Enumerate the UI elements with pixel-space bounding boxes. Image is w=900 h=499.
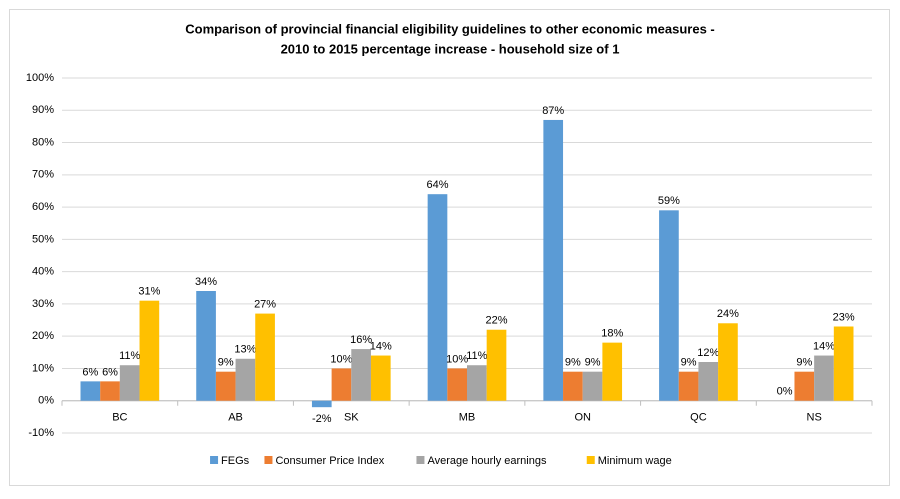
data-label: 24%	[717, 308, 739, 320]
legend-swatch	[210, 456, 219, 464]
bar	[80, 381, 101, 401]
legend-label: Average hourly earnings	[427, 455, 547, 467]
x-tick-label: MB	[459, 412, 476, 424]
x-tick-label: ON	[574, 412, 591, 424]
bar	[447, 368, 467, 401]
data-label: 87%	[542, 105, 564, 117]
legend-label: Consumer Price Index	[275, 455, 384, 467]
data-label: 64%	[426, 179, 448, 191]
data-label: 11%	[119, 350, 140, 362]
x-tick-label: SK	[344, 412, 359, 424]
bar	[833, 326, 854, 401]
data-label: 9%	[565, 357, 581, 369]
bar	[582, 371, 603, 401]
data-label: 23%	[833, 311, 855, 323]
chart-title: Comparison of provincial financial eligi…	[185, 21, 715, 36]
data-label: 11%	[466, 350, 487, 362]
legend-swatch	[416, 456, 425, 464]
y-tick-label: 100%	[26, 72, 54, 84]
legend-label: Minimum wage	[598, 455, 672, 467]
bar	[602, 342, 623, 401]
bar	[543, 119, 564, 401]
bar	[698, 362, 719, 401]
bar	[718, 323, 738, 401]
y-tick-label: 10%	[32, 362, 54, 374]
legend-swatch	[264, 456, 273, 464]
data-label: 9%	[585, 357, 601, 369]
y-tick-label: 50%	[32, 233, 54, 245]
y-tick-label: 70%	[32, 169, 54, 181]
y-tick-label: 20%	[32, 330, 54, 342]
bar	[794, 371, 815, 401]
data-label: 10%	[330, 353, 352, 365]
data-label: 9%	[796, 357, 812, 369]
x-tick-label: BC	[112, 412, 127, 424]
bar	[467, 365, 487, 401]
data-label: 34%	[195, 276, 217, 288]
y-tick-label: 0%	[38, 395, 54, 407]
bar	[427, 194, 448, 401]
data-label: 14%	[813, 340, 835, 352]
x-tick-label: QC	[690, 412, 707, 424]
x-tick-label: AB	[228, 412, 243, 424]
data-label: 0%	[777, 386, 793, 398]
bar	[370, 355, 391, 401]
data-label: 6%	[82, 366, 98, 378]
bar	[100, 381, 120, 401]
data-label: 22%	[485, 315, 507, 327]
bar	[486, 329, 507, 401]
bar	[814, 355, 834, 401]
bar	[351, 349, 371, 401]
data-label: 6%	[102, 366, 118, 378]
data-label: 13%	[234, 344, 256, 356]
x-tick-label: NS	[807, 412, 822, 424]
y-tick-label: 80%	[32, 136, 54, 148]
data-label: 12%	[697, 347, 719, 359]
bar	[678, 371, 699, 401]
data-label: 9%	[218, 357, 234, 369]
bar	[311, 400, 332, 408]
data-label: 59%	[658, 195, 680, 207]
data-label: 14%	[370, 340, 392, 352]
data-label: 31%	[138, 286, 160, 298]
bar	[119, 365, 140, 401]
data-label: 9%	[681, 357, 697, 369]
bar	[215, 371, 236, 401]
legend-swatch	[586, 456, 595, 464]
bar	[196, 291, 216, 401]
bar	[139, 300, 160, 401]
bar	[255, 313, 275, 401]
bar	[235, 358, 256, 401]
y-tick-label: 90%	[32, 104, 54, 116]
y-tick-label: -10%	[28, 427, 54, 439]
bar	[563, 371, 583, 401]
legend-label: FEGs	[221, 455, 250, 467]
data-label: 10%	[446, 353, 468, 365]
y-tick-label: 30%	[32, 298, 54, 310]
chart-frame	[9, 9, 890, 486]
data-label: -2%	[312, 413, 332, 425]
data-label: 18%	[601, 328, 623, 340]
y-tick-label: 40%	[32, 266, 54, 278]
data-label: 16%	[350, 334, 372, 346]
bar	[659, 210, 679, 401]
chart-title: 2010 to 2015 percentage increase - house…	[281, 41, 620, 56]
data-label: 27%	[254, 298, 276, 310]
bar	[331, 368, 352, 401]
y-tick-label: 60%	[32, 201, 54, 213]
